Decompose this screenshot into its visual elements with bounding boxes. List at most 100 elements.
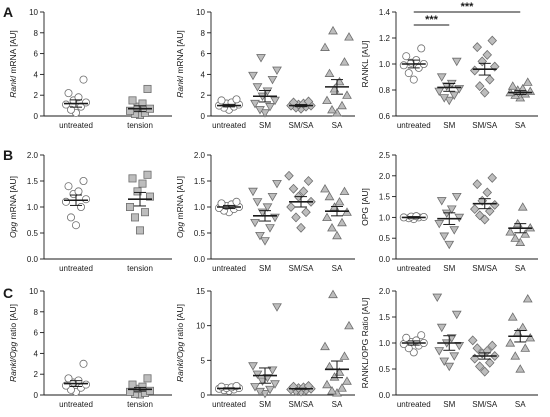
series-untreated xyxy=(214,381,243,395)
data-point xyxy=(252,83,263,92)
series-sa xyxy=(320,289,354,397)
data-point xyxy=(339,351,350,360)
y-tick-label: 6 xyxy=(34,329,39,338)
series-sm-sa xyxy=(286,381,316,397)
chart-a2: 0 2 4 6 8 10 Rankl mRNA [AU] untreated SM SM/SA SA xyxy=(175,8,355,130)
chart-b1: 0.0 0.5 1.0 1.5 2.0 Opg mRNA [AU] untreated ten… xyxy=(8,151,172,273)
data-point xyxy=(451,57,462,67)
series-sa xyxy=(505,202,536,246)
data-point xyxy=(260,109,270,118)
category-label: SA xyxy=(515,400,526,409)
data-point xyxy=(255,106,265,115)
data-point xyxy=(265,103,275,112)
data-point xyxy=(250,218,260,228)
series-untreated xyxy=(399,212,428,224)
data-point xyxy=(412,336,421,345)
data-point xyxy=(482,187,493,198)
data-point xyxy=(138,99,147,108)
y-tick-label: 2.0 xyxy=(379,287,391,296)
series-sa xyxy=(320,184,352,240)
y-tick-label: 1.5 xyxy=(379,193,391,202)
data-point xyxy=(489,61,500,72)
data-point xyxy=(327,104,337,114)
data-point xyxy=(322,95,332,104)
y-tick-label: 10 xyxy=(29,8,38,17)
category-label: SA xyxy=(332,400,343,409)
series-sm xyxy=(248,54,282,118)
y-tick-label: 2 xyxy=(34,91,39,100)
data-point xyxy=(449,226,460,235)
data-point xyxy=(487,340,498,351)
data-point xyxy=(484,357,495,368)
data-point xyxy=(145,386,154,395)
data-point xyxy=(296,222,306,233)
data-point xyxy=(67,213,76,222)
data-point xyxy=(472,343,483,354)
data-point xyxy=(402,52,411,61)
data-point xyxy=(250,99,260,109)
category-label: untreated xyxy=(397,264,431,273)
data-point xyxy=(79,75,88,84)
series-sa xyxy=(320,25,354,117)
y-tick-label: 1.5 xyxy=(27,177,39,186)
y-tick-label: 0.5 xyxy=(194,229,206,238)
y-tick-label: 2 xyxy=(201,91,206,100)
data-point xyxy=(250,383,260,392)
data-point xyxy=(337,383,347,392)
y-axis-label: RANKL/OPG Ratio [AU] xyxy=(360,298,370,389)
data-point xyxy=(469,204,480,215)
y-tick-label: 0.5 xyxy=(379,365,391,374)
y-tick-label: 2 xyxy=(34,370,39,379)
series-sm-sa xyxy=(286,96,316,114)
data-point xyxy=(324,191,335,201)
y-axis-label-unit: mRNA [AU] xyxy=(8,30,18,76)
y-tick-label: 5 xyxy=(201,356,206,365)
data-point xyxy=(436,323,447,333)
chart-c1: 0 2 4 6 8 10 Rankl/Opg ratio [AU] untreated tens… xyxy=(8,287,172,409)
y-tick-label: 15 xyxy=(196,287,205,296)
data-point xyxy=(128,96,137,105)
category-label: untreated xyxy=(397,121,431,130)
y-tick-label: 0 xyxy=(34,112,39,121)
y-tick-label: 10 xyxy=(196,8,205,17)
series-sa xyxy=(505,294,536,373)
data-point xyxy=(262,203,273,212)
data-point xyxy=(337,100,347,110)
y-tick-label: 0.0 xyxy=(379,391,391,400)
y-axis-label: Opg mRNA [AU] xyxy=(8,176,18,238)
data-point xyxy=(64,182,73,191)
y-axis-label: RANKL [AU] xyxy=(360,41,370,88)
category-label: untreated xyxy=(212,264,246,273)
y-tick-label: 1.0 xyxy=(379,339,391,348)
category-label: SM/SA xyxy=(289,121,315,130)
data-point xyxy=(479,366,490,377)
data-point xyxy=(255,387,265,397)
data-point xyxy=(79,176,88,185)
y-tick-label: 0 xyxy=(201,112,206,121)
data-point xyxy=(267,366,278,375)
data-point xyxy=(265,385,275,395)
data-point xyxy=(252,370,263,379)
data-point xyxy=(288,183,299,194)
data-point xyxy=(332,230,342,240)
series-sm xyxy=(432,293,465,372)
category-label: SM xyxy=(259,400,271,409)
category-label: SA xyxy=(515,121,526,130)
data-point xyxy=(64,89,73,98)
data-point xyxy=(272,179,282,189)
data-point xyxy=(454,213,465,223)
series-untreated xyxy=(62,75,91,117)
y-axis-label-unit: mRNA [AU] xyxy=(175,30,185,76)
data-point xyxy=(510,351,521,360)
data-point xyxy=(328,25,338,35)
data-point xyxy=(467,335,478,346)
data-point xyxy=(344,320,354,330)
y-axis-label-gene: Rankl/Opg xyxy=(175,342,185,382)
data-point xyxy=(344,32,354,41)
data-point xyxy=(451,310,462,320)
category-label: tension xyxy=(127,264,153,273)
data-point xyxy=(434,220,445,229)
data-point xyxy=(62,197,71,206)
category-label: untreated xyxy=(212,400,246,409)
data-point xyxy=(472,179,483,190)
